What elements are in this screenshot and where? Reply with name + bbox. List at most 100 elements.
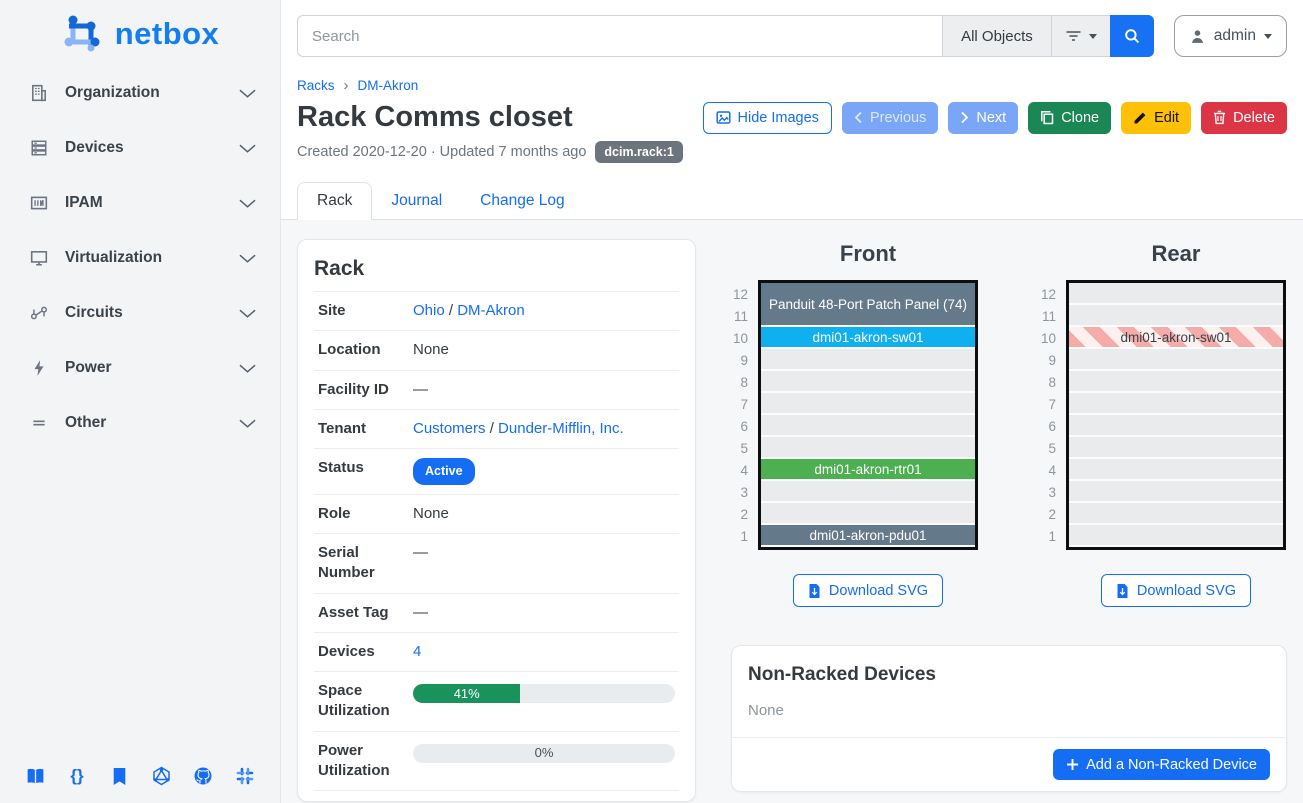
topbar: All Objects admin	[281, 0, 1303, 57]
download-svg-button-rear[interactable]: Download SVG	[1100, 574, 1252, 607]
search-icon	[1124, 29, 1139, 44]
sidebar-item-organization[interactable]: Organization	[0, 78, 280, 108]
rack-card-title: Rack	[314, 257, 365, 280]
person-icon	[1191, 29, 1203, 43]
tab-rack[interactable]: Rack	[297, 182, 373, 220]
non-racked-devices-title: Non-Racked Devices	[748, 664, 936, 685]
page-header: Rack Comms closet Hide Images Previous N…	[297, 101, 1287, 134]
sidebar-item-power[interactable]: Power	[0, 353, 280, 383]
slack-icon[interactable]	[232, 763, 258, 789]
rack-unit-slot	[1069, 459, 1283, 481]
rack-device[interactable]: dmi01-akron-rtr01	[761, 459, 975, 479]
monitor-icon	[30, 251, 48, 266]
tenant-link[interactable]: Dunder-Mifflin, Inc.	[498, 419, 624, 437]
chevron-left-icon	[854, 111, 862, 124]
sidebar-item-devices[interactable]: Devices	[0, 133, 280, 163]
graphql-icon[interactable]	[148, 763, 174, 789]
rack-unit-slot	[761, 437, 975, 459]
caret-down-icon	[1088, 33, 1097, 39]
rack-unit-number: 11	[1041, 308, 1056, 324]
code-braces-icon[interactable]: {}	[70, 766, 84, 785]
right-column: Front 12 11 10 9 8 7 6 5 4 3 2 1 Panduit 48-Port Pa…	[721, 239, 1287, 792]
sidebar-item-virtualization[interactable]: Virtualization	[0, 243, 280, 273]
rack-unit-number: 9	[1048, 352, 1056, 368]
asset-tag-value: —	[413, 603, 428, 621]
rack-unit-number: 8	[740, 374, 748, 390]
tab-change-log[interactable]: Change Log	[480, 192, 565, 209]
sidebar-item-label: Power	[65, 359, 112, 376]
rack-device[interactable]: dmi01-akron-sw01	[1069, 327, 1283, 347]
tab-bar: Rack Journal Change Log	[281, 182, 1303, 220]
rack-unit-slot	[761, 349, 975, 371]
rack-unit-number: 12	[1040, 286, 1056, 302]
location-value: None	[413, 341, 449, 359]
created-updated-text: Created 2020-12-20 · Updated 7 months ag…	[297, 144, 587, 160]
rack-unit-number: 4	[1048, 462, 1056, 478]
chevron-down-icon	[239, 144, 256, 153]
rack-device[interactable]: dmi01-akron-sw01	[761, 327, 975, 347]
serial-number-row: Serial Number —	[314, 534, 679, 594]
rack-unit-slot	[1069, 305, 1283, 327]
previous-button[interactable]: Previous	[841, 101, 939, 134]
status-row: Status Active	[314, 449, 679, 495]
non-racked-devices-body: None	[748, 702, 784, 719]
docs-book-icon[interactable]	[22, 763, 48, 789]
next-button[interactable]: Next	[948, 101, 1019, 134]
ip-grid-icon	[30, 196, 48, 210]
rack-device[interactable]: dmi01-akron-pdu01	[761, 525, 975, 545]
site-region-link[interactable]: Ohio	[413, 302, 445, 319]
rack-unit-slot	[1069, 503, 1283, 525]
rear-rack-diagram: dmi01-akron-sw01	[1066, 280, 1286, 550]
breadcrumb-link-racks[interactable]: Racks	[297, 78, 335, 93]
netbox-logo-icon	[64, 15, 100, 52]
copy-icon	[1041, 111, 1054, 125]
sidebar-item-label: IPAM	[65, 194, 103, 211]
search-filter-button[interactable]	[1050, 15, 1110, 57]
site-row: Site Ohio / DM-Akron	[314, 291, 679, 332]
add-non-racked-device-button[interactable]: Add a Non-Racked Device	[1053, 749, 1270, 780]
sidebar-item-circuits[interactable]: Circuits	[0, 298, 280, 328]
rack-unit-slot	[1069, 283, 1283, 305]
sidebar-item-label: Other	[65, 414, 107, 431]
edit-button[interactable]: Edit	[1121, 101, 1192, 134]
image-icon	[715, 111, 731, 124]
tab-content: Rack Site Ohio / DM-Akron Location None …	[281, 220, 1303, 803]
sidebar: netbox Organization Devices IPAM Virtual…	[0, 0, 281, 803]
tenant-row: Tenant Customers / Dunder-Mifflin, Inc.	[314, 410, 679, 449]
tenant-group-link[interactable]: Customers	[413, 419, 486, 437]
breadcrumb-link-dm-akron[interactable]: DM-Akron	[357, 78, 419, 93]
server-rack-icon	[31, 140, 47, 156]
rack-unit-number: 5	[740, 440, 748, 456]
front-rack-diagram: Panduit 48-Port Patch Panel (74) dmi01-ak…	[758, 280, 978, 550]
delete-button[interactable]: Delete	[1201, 101, 1287, 134]
non-racked-devices-card: Non-Racked Devices None Add a Non-Racked…	[731, 645, 1287, 792]
github-icon[interactable]	[190, 763, 216, 789]
clone-button[interactable]: Clone	[1028, 101, 1112, 134]
rack-unit-slot	[1069, 349, 1283, 371]
file-download-icon	[809, 583, 820, 598]
site-link[interactable]: DM-Akron	[457, 302, 525, 319]
object-actions: Hide Images Previous Next Clone Edit Del…	[702, 101, 1287, 134]
rack-device[interactable]: Panduit 48-Port Patch Panel (74)	[761, 283, 975, 325]
journal-icon[interactable]	[106, 763, 132, 789]
search-input[interactable]	[297, 15, 943, 57]
download-svg-button-front[interactable]: Download SVG	[792, 574, 944, 607]
rack-unit-number: 8	[1048, 374, 1056, 390]
tab-journal[interactable]: Journal	[391, 192, 443, 209]
netbox-logo[interactable]: netbox	[0, 0, 280, 62]
sidebar-item-ipam[interactable]: IPAM	[0, 188, 280, 218]
rack-unit-slot	[1069, 393, 1283, 415]
main-content: All Objects admin Racks › DM-Akron Rack …	[281, 0, 1303, 803]
account-menu-button[interactable]: admin	[1173, 15, 1287, 57]
hide-images-button[interactable]: Hide Images	[702, 101, 832, 134]
rack-unit-number: 7	[740, 396, 748, 412]
chevron-down-icon	[239, 364, 256, 373]
sidebar-item-other[interactable]: Other	[0, 408, 280, 438]
sidebar-item-label: Organization	[65, 84, 160, 101]
rack-unit-slot	[761, 503, 975, 525]
facility-id-row: Facility ID —	[314, 371, 679, 410]
search-submit-button[interactable]	[1109, 15, 1154, 57]
chevron-down-icon	[239, 199, 256, 208]
search-scope-button[interactable]: All Objects	[942, 15, 1051, 57]
devices-count-link[interactable]: 4	[413, 642, 422, 660]
